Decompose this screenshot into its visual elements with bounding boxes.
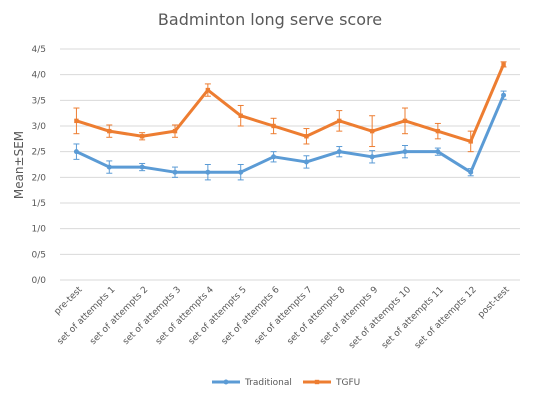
x-tick-label: set of attempts 7: [253, 285, 315, 347]
x-tick-label: set of attempts 12: [413, 285, 479, 351]
x-tick-label: set of attempts 11: [380, 285, 446, 351]
data-point: [238, 169, 244, 175]
data-point: [435, 149, 441, 155]
x-tick-label: set of attempts 2: [88, 285, 150, 347]
data-point: [172, 128, 178, 134]
data-point: [107, 128, 112, 134]
x-tick-label: set of attempts 8: [286, 285, 348, 347]
data-point: [435, 128, 441, 134]
data-point: [402, 149, 408, 155]
data-point: [303, 159, 309, 165]
x-tick-label: post-test: [476, 285, 512, 321]
data-point: [106, 164, 112, 170]
y-tick-label: 0/5: [32, 250, 46, 260]
data-point: [271, 154, 277, 160]
legend-label: TGFU: [335, 378, 360, 388]
y-tick-label: 3/0: [32, 122, 47, 132]
data-point: [172, 169, 178, 175]
data-point: [205, 87, 211, 93]
y-axis-label: Mean±SEM: [12, 131, 26, 199]
data-point: [271, 123, 276, 129]
data-point: [501, 62, 506, 67]
y-tick-label: 4/0: [32, 71, 47, 81]
chart-title: Badminton long serve score: [158, 10, 382, 29]
legend-label: Traditional: [244, 378, 292, 388]
gridlines: [60, 48, 520, 281]
data-point: [468, 169, 474, 175]
data-point: [74, 118, 79, 124]
data-point: [73, 149, 79, 155]
x-tick-label: set of attempts 10: [347, 285, 413, 351]
legend-marker: [314, 379, 320, 385]
data-point: [337, 118, 342, 124]
data-point: [501, 92, 507, 98]
y-tick-label: 2/5: [32, 148, 46, 158]
x-tick-label: pre-test: [53, 285, 85, 317]
data-point: [238, 113, 243, 118]
data-point: [369, 154, 375, 160]
x-tick-label: set of attempts 6: [220, 285, 282, 347]
x-tick-label: set of attempts 1: [56, 285, 118, 347]
series-line-tgfu: [74, 62, 506, 143]
y-tick-labels: 0/0 0/5 1/0 1/5 2/0 2/5 3/0 3/5 4/0 4/5: [32, 45, 47, 286]
x-tick-label: set of attempts 4: [154, 285, 216, 347]
series: [73, 61, 507, 181]
data-point: [139, 164, 145, 170]
legend: Traditional TGFU: [212, 378, 360, 388]
data-point: [402, 118, 408, 124]
y-tick-label: 0/0: [32, 276, 47, 286]
y-tick-label: 3/5: [32, 96, 46, 106]
y-tick-label: 1/0: [32, 225, 47, 235]
x-tick-label: set of attempts 3: [121, 285, 183, 347]
legend-marker: [223, 379, 229, 385]
data-point: [139, 134, 145, 139]
data-point: [205, 169, 211, 175]
y-tick-label: 2/0: [32, 173, 47, 183]
x-tick-label: set of attempts 5: [187, 285, 249, 347]
y-tick-label: 1/5: [32, 199, 46, 209]
data-point: [336, 149, 342, 155]
legend-item-tgfu: TGFU: [303, 378, 360, 388]
series-traditional: [73, 90, 507, 181]
legend-item-traditional: Traditional: [212, 378, 292, 388]
series-line-traditional: [74, 93, 506, 174]
x-tick-label: set of attempts 9: [318, 285, 380, 347]
data-point: [468, 139, 473, 144]
data-point: [304, 134, 309, 139]
data-point: [369, 128, 375, 134]
series-tgfu: [73, 61, 507, 153]
y-tick-label: 4/5: [32, 45, 46, 55]
